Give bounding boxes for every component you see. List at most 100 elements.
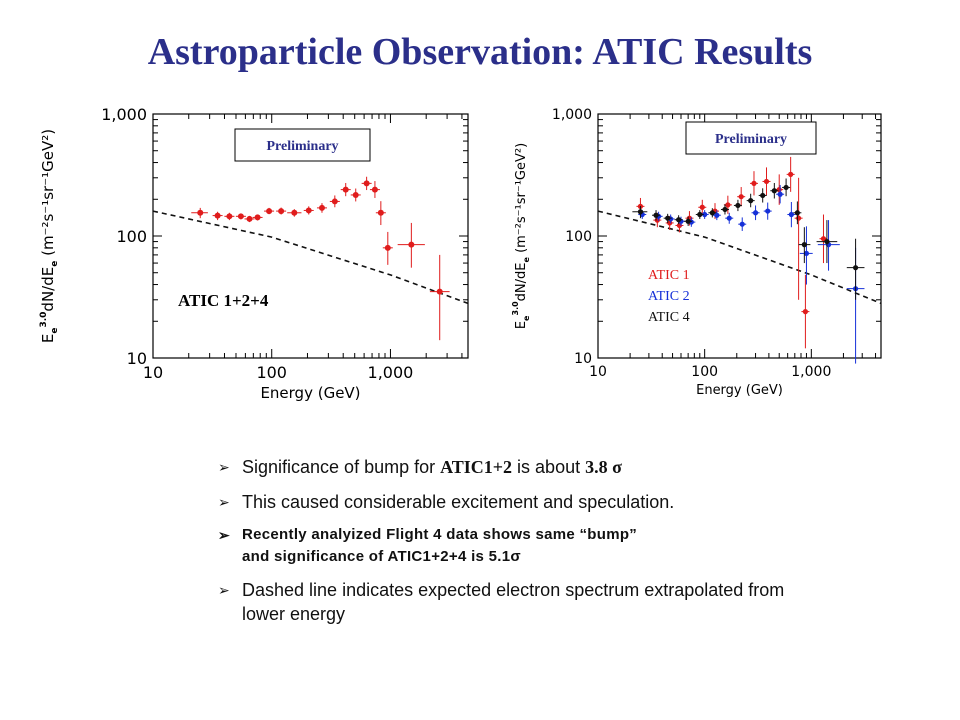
bullet-text-3b: and significance of ATIC1+2+4 is 5.1σ [242,548,521,565]
y-label-sup: 3.0 [511,301,520,316]
preliminary-label: Preliminary [715,132,787,147]
data-point [685,218,691,224]
data-point [702,211,708,218]
data-point [408,241,415,248]
y-tick-label: 100 [565,229,592,245]
arrow-bullet-icon: ➢ [218,582,230,598]
series-atic-1 [636,156,828,349]
slide-title: Astroparticle Observation: ATIC Results [147,31,813,73]
y-label-units: (m⁻²s⁻¹sr⁻¹GeV²) [514,143,529,257]
x-tick-label: 100 [691,364,718,380]
data-point [751,180,757,186]
series-atic-1-2-4 [191,176,450,341]
legend-item-2: ATIC 2 [648,289,690,304]
y-tick-label: 1,000 [101,105,147,124]
expected-spectrum-curve [152,210,469,305]
data-point [820,236,827,242]
chart-atic-by-flight: 10 100 1,000 10 100 1,000 Energy (GeV) Ee3.0dN/… [511,107,882,398]
data-point [726,215,732,221]
data-point [318,204,325,211]
data-point [305,207,312,214]
data-point [278,208,285,215]
data-point [377,209,384,216]
x-tick-label: 10 [143,363,163,382]
data-point [803,250,810,257]
bullet-text-2: This caused considerable excitement and … [242,492,675,512]
bullet-text-1d: 3.8 σ [585,457,622,477]
arrow-bullet-icon: ➢ [218,527,231,543]
data-point [331,198,338,205]
axis-ticks [597,113,881,359]
x-tick-label: 1,000 [791,364,831,380]
y-axis-label: Ee3.0dN/dEe (m⁻²s⁻¹sr⁻¹GeV²) [511,143,531,329]
data-point [709,210,715,216]
axis-ticks [152,113,468,359]
data-point [788,211,794,218]
atic-combined-label: ATIC 1+2+4 [178,291,269,310]
bullet-dashed-line: ➢ Dashed line indicates expected electro… [218,578,818,626]
y-tick-label: 100 [116,227,147,246]
arrow-bullet-icon: ➢ [218,494,230,510]
series-atic-4 [632,178,865,300]
data-point [363,180,370,187]
legend: ATIC 1 ATIC 2 ATIC 4 [648,268,690,325]
data-point [796,215,802,221]
data-point [371,186,378,193]
data-point [738,194,744,200]
y-tick-label: 10 [574,351,592,367]
bullet-text-1a: Significance of bump for [242,457,441,477]
data-point [254,214,261,221]
data-point [763,178,770,185]
bullet-text-1b: ATIC1+2 [440,457,513,477]
bullet-flight4: ➢ Recently analyized Flight 4 data shows… [218,524,818,568]
data-point [697,211,703,218]
data-point [760,192,766,199]
data-point [776,187,782,193]
expected-spectrum-curve [597,210,882,305]
data-point [852,265,859,271]
legend-item-3: ATIC 4 [648,310,690,325]
data-point [801,242,807,248]
bullet-list: ➢ Significance of bump for ATIC1+2 is ab… [218,455,818,626]
data-point [266,208,273,215]
x-axis-label: Energy (GeV) [696,383,783,398]
y-label-sup: 3.0 [39,312,49,328]
preliminary-frame [234,128,371,162]
y-label-sub: e [522,257,531,263]
preliminary-box: Preliminary [234,128,371,162]
data-point [436,288,443,295]
y-label-e: E [514,321,529,329]
y-label-sub: e [50,261,60,267]
bullet-significance: ➢ Significance of bump for ATIC1+2 is ab… [218,455,818,479]
data-point [824,238,830,245]
preliminary-label: Preliminary [266,139,338,154]
data-point [637,209,644,215]
data-point [735,202,741,209]
legend-item-1: ATIC 1 [648,268,690,283]
y-axis-label: Ee3.0dN/dEe (m⁻²s⁻¹sr⁻¹GeV²) [39,129,60,343]
bullet-text-1c: is about [512,457,586,477]
arrow-bullet-icon: ➢ [218,459,230,475]
data-point [783,184,789,191]
y-tick-label: 10 [127,349,147,368]
preliminary-box: Preliminary [685,121,817,155]
data-point [653,212,659,218]
data-point [214,212,221,219]
data-point [384,244,391,251]
data-point [226,213,233,220]
y-tick-label: 1,000 [552,107,592,123]
data-point [777,191,783,197]
data-point [676,217,682,223]
x-tick-label: 1,000 [368,363,414,382]
data-point [725,202,731,208]
y-label-e: E [39,334,57,343]
x-tick-label: 10 [589,364,607,380]
data-point [352,191,359,198]
x-tick-label: 100 [256,363,287,382]
data-point [765,208,771,214]
data-point [342,186,349,193]
data-point [752,210,759,216]
y-label-sub: e [522,315,531,321]
bullet-text-4: Dashed line indicates expected electron … [242,580,785,624]
